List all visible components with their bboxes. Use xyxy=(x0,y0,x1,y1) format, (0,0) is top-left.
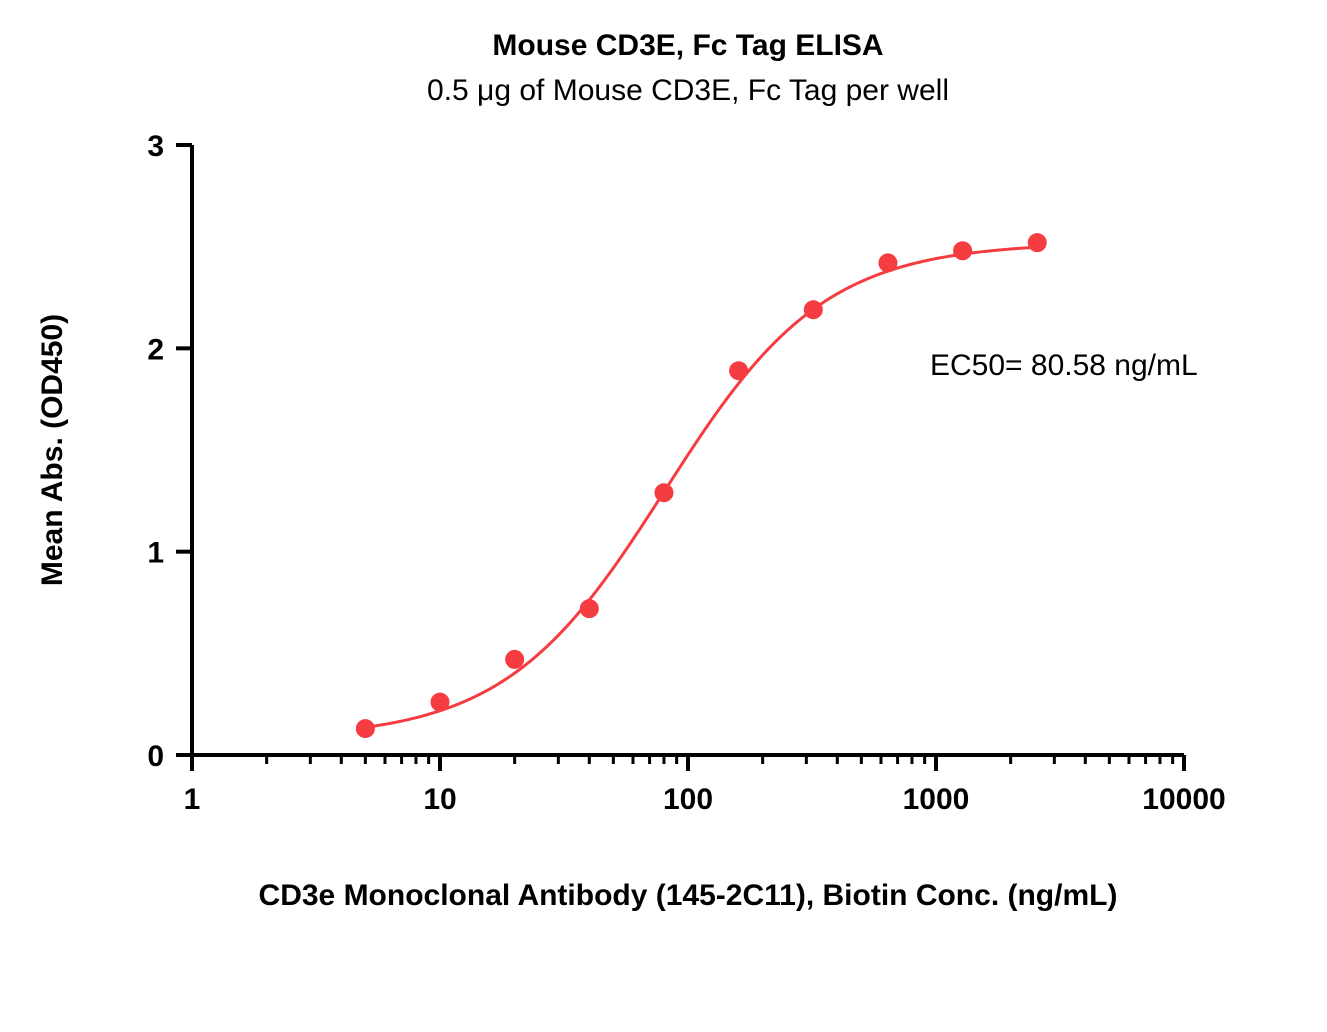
fit-curve xyxy=(365,247,1037,727)
y-tick-label: 0 xyxy=(147,740,164,773)
x-axis-label: CD3e Monoclonal Antibody (145-2C11), Bio… xyxy=(259,879,1118,912)
data-point xyxy=(730,362,748,380)
x-tick-label: 100 xyxy=(663,783,713,816)
chart-subtitle: 0.5 μg of Mouse CD3E, Fc Tag per well xyxy=(427,74,949,107)
y-tick-label: 1 xyxy=(147,537,164,570)
chart-title: Mouse CD3E, Fc Tag ELISA xyxy=(492,29,883,62)
data-point xyxy=(431,693,449,711)
x-tick-label: 1000 xyxy=(903,783,970,816)
chart-container: Mouse CD3E, Fc Tag ELISA 0.5 μg of Mouse … xyxy=(0,0,1327,1032)
data-point xyxy=(580,600,598,618)
ec50-annotation: EC50= 80.58 ng/mL xyxy=(930,349,1198,382)
y-axis-label: Mean Abs. (OD450) xyxy=(36,314,69,586)
data-point xyxy=(356,720,374,738)
data-point xyxy=(804,301,822,319)
data-point xyxy=(655,484,673,502)
y-tick-label: 2 xyxy=(147,333,164,366)
data-point xyxy=(1028,234,1046,252)
x-tick-label: 10000 xyxy=(1142,783,1225,816)
data-point xyxy=(954,242,972,260)
x-tick-label: 1 xyxy=(184,783,201,816)
x-tick-label: 10 xyxy=(423,783,456,816)
y-tick-label: 3 xyxy=(147,130,164,163)
data-point xyxy=(879,254,897,272)
elisa-chart: Mouse CD3E, Fc Tag ELISA 0.5 μg of Mouse … xyxy=(0,0,1327,1032)
data-point xyxy=(506,650,524,668)
